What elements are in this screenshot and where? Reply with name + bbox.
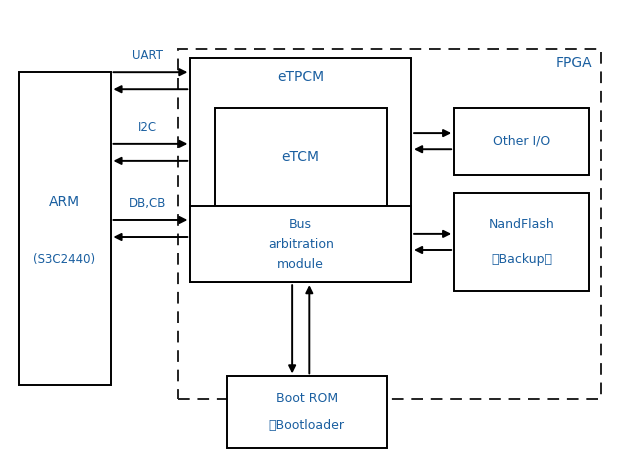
Text: module: module bbox=[277, 258, 324, 271]
Text: eTCM: eTCM bbox=[282, 150, 320, 164]
Bar bbox=[227, 376, 387, 448]
Text: FPGA: FPGA bbox=[555, 56, 592, 70]
Text: （Bootloader: （Bootloader bbox=[269, 419, 345, 432]
Bar bbox=[454, 107, 589, 175]
Text: eTPCM: eTPCM bbox=[277, 69, 324, 84]
Bar bbox=[190, 58, 411, 282]
Text: （Backup）: （Backup） bbox=[491, 253, 552, 266]
Bar bbox=[454, 193, 589, 291]
Text: NandFlash: NandFlash bbox=[489, 218, 555, 230]
Text: UART: UART bbox=[132, 49, 163, 62]
Text: Other I/O: Other I/O bbox=[493, 135, 550, 148]
Text: Boot ROM: Boot ROM bbox=[276, 392, 338, 405]
Bar bbox=[190, 206, 411, 282]
Text: arbitration: arbitration bbox=[268, 238, 334, 251]
Text: DB,CB: DB,CB bbox=[129, 197, 166, 210]
Text: I2C: I2C bbox=[138, 121, 157, 133]
Bar bbox=[19, 72, 111, 385]
Text: (S3C2440): (S3C2440) bbox=[33, 253, 96, 266]
Bar bbox=[178, 49, 602, 399]
Text: ARM: ARM bbox=[49, 195, 80, 209]
Bar bbox=[215, 107, 387, 206]
Text: Bus: Bus bbox=[289, 218, 312, 230]
